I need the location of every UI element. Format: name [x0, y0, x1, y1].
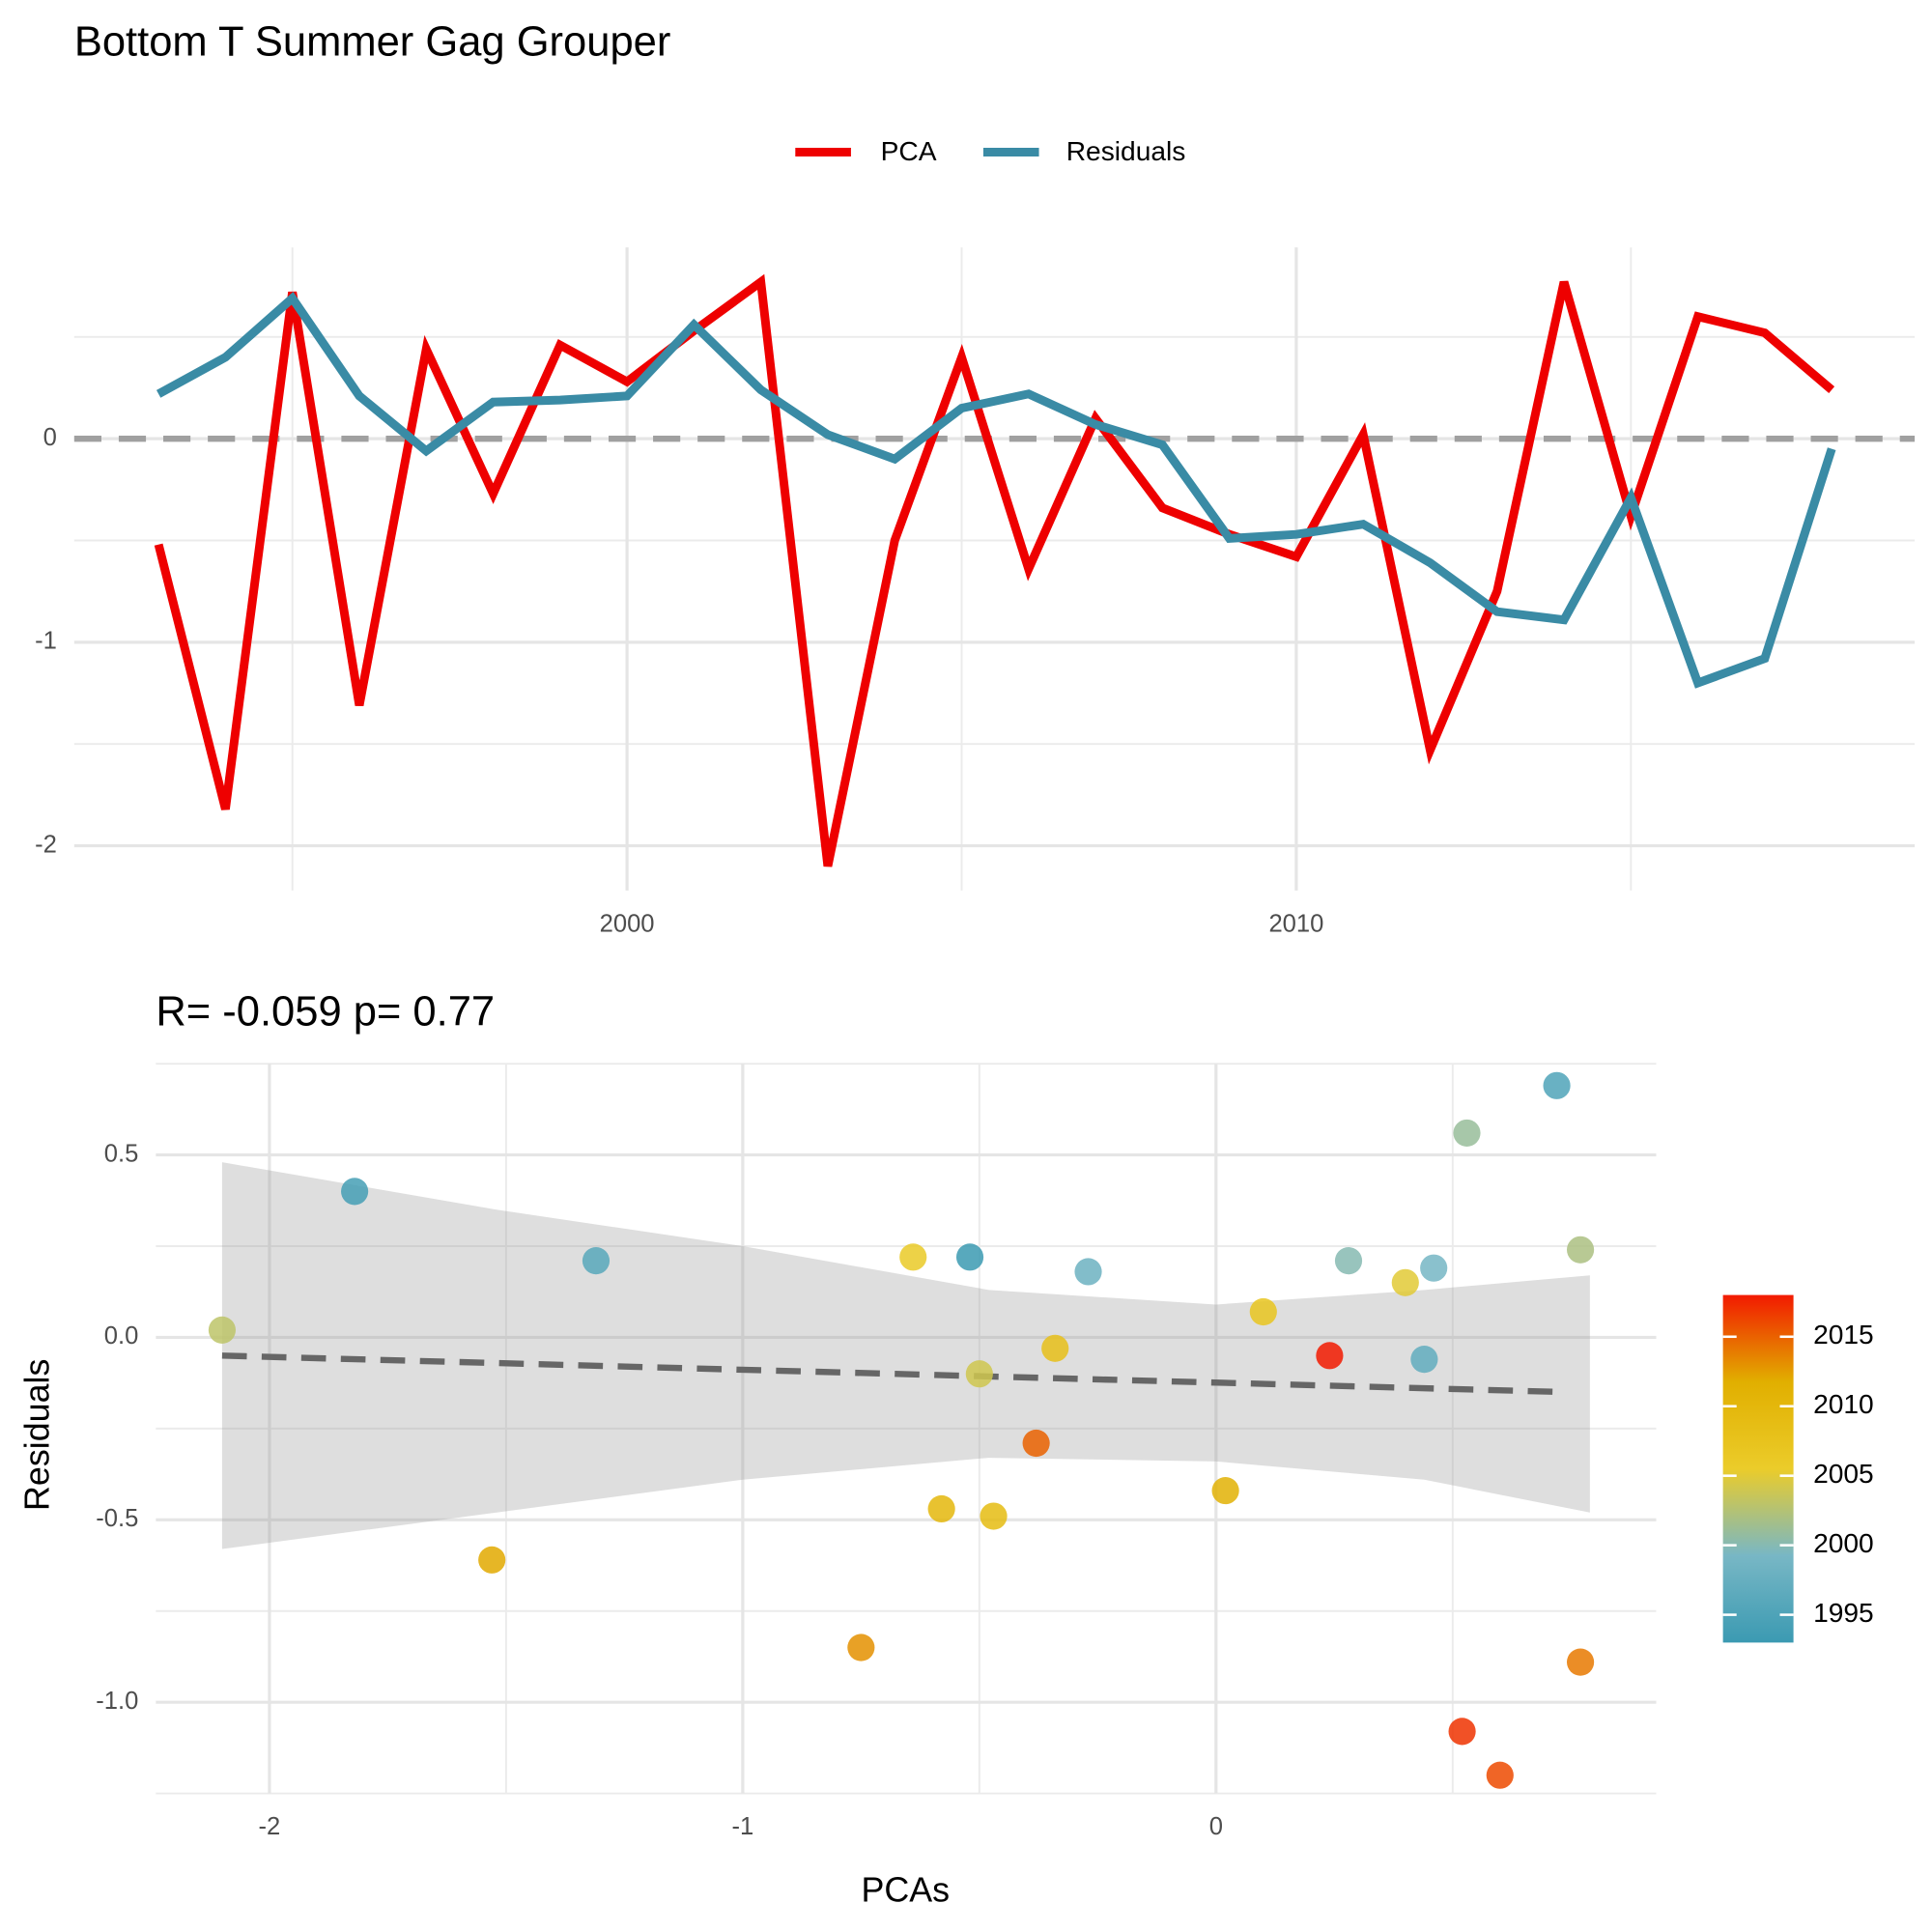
point [899, 1243, 927, 1271]
legend-label: Residuals [1066, 136, 1186, 166]
y-tick-label: 0.5 [104, 1140, 139, 1167]
y-tick-label: -2 [35, 831, 57, 858]
y-axis-label: Residuals [17, 1359, 56, 1511]
point [1448, 1718, 1476, 1746]
x-tick-label: 2010 [1268, 911, 1323, 938]
y-tick-label: 0.0 [104, 1322, 139, 1350]
y-tick-label: -0.5 [96, 1505, 138, 1532]
point [1022, 1429, 1050, 1458]
y-tick-label: 0 [43, 424, 57, 451]
series-line [156, 292, 1836, 689]
x-tick-label: -2 [259, 1813, 281, 1840]
point [1566, 1236, 1595, 1264]
x-tick-label: -1 [731, 1813, 753, 1840]
point [1041, 1334, 1069, 1362]
colorbar [1722, 1294, 1794, 1643]
point [1074, 1258, 1102, 1286]
point [1543, 1071, 1571, 1099]
colorbar-label: 2005 [1813, 1459, 1874, 1489]
x-axis-label: PCAs [861, 1870, 950, 1909]
point [478, 1546, 506, 1574]
chart-title: Bottom T Summer Gag Grouper [74, 19, 671, 66]
point [1453, 1119, 1481, 1148]
point [1316, 1342, 1344, 1370]
fit-line [221, 1352, 1567, 1396]
colorbar-label: 2010 [1813, 1389, 1874, 1419]
point [1391, 1268, 1419, 1296]
scatter-title: R= -0.059 p= 0.77 [156, 988, 495, 1035]
point [208, 1316, 237, 1344]
colorbar-label: 2000 [1813, 1528, 1874, 1558]
x-tick-label: 2000 [600, 911, 655, 938]
series-line [154, 273, 1835, 867]
legend-label: PCA [881, 136, 937, 166]
colorbar-label: 1995 [1813, 1598, 1874, 1628]
point [1211, 1477, 1239, 1505]
colorbar-label: 2015 [1813, 1320, 1874, 1350]
point [1249, 1297, 1277, 1326]
x-tick-label: 0 [1209, 1813, 1223, 1840]
point [1566, 1648, 1595, 1676]
confidence-band [221, 1162, 1590, 1549]
y-tick-label: -1.0 [96, 1688, 138, 1715]
y-tick-label: -1 [35, 628, 57, 655]
point [341, 1178, 369, 1206]
point [1410, 1346, 1438, 1374]
point [965, 1360, 993, 1388]
point [1420, 1254, 1448, 1282]
point [847, 1634, 875, 1662]
point [1334, 1247, 1363, 1275]
point [927, 1494, 955, 1523]
point [582, 1247, 611, 1275]
point [955, 1243, 984, 1271]
point [980, 1502, 1008, 1530]
point [1486, 1761, 1514, 1789]
